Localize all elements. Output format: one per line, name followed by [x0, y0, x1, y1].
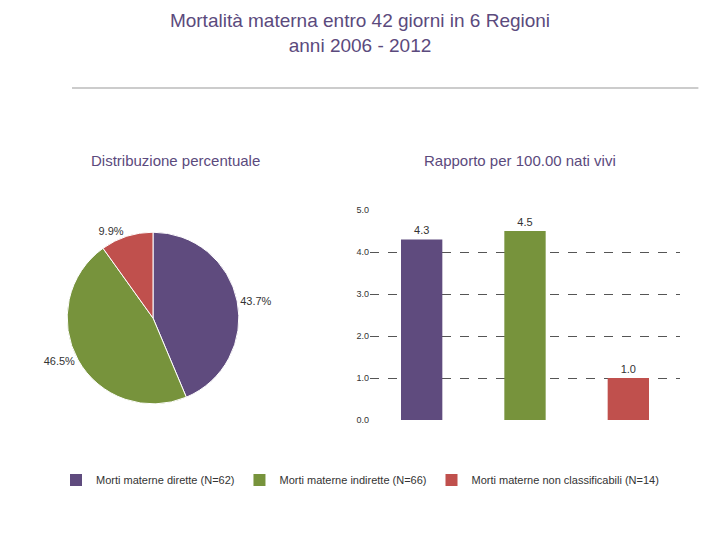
svg-text:1.0: 1.0 — [621, 363, 636, 375]
svg-text:Mortalità materna entro 42 gio: Mortalità materna entro 42 giorni in 6 R… — [170, 10, 550, 56]
svg-text:5.0: 5.0 — [356, 205, 369, 215]
svg-text:Morti materne non classificabi: Morti materne non classificabili (N=14) — [472, 474, 659, 486]
svg-text:1.0: 1.0 — [356, 373, 369, 383]
svg-text:3.0: 3.0 — [356, 289, 369, 299]
svg-text:46.5%: 46.5% — [44, 355, 75, 367]
svg-text:Rapporto per 100.00 nati vivi: Rapporto per 100.00 nati vivi — [424, 152, 616, 169]
svg-text:43.7%: 43.7% — [240, 295, 271, 307]
svg-text:Morti materne dirette (N=62): Morti materne dirette (N=62) — [96, 474, 234, 486]
svg-text:0.0: 0.0 — [356, 415, 369, 425]
svg-text:4.5: 4.5 — [517, 216, 532, 228]
svg-text:9.9%: 9.9% — [98, 225, 123, 237]
svg-text:2.0: 2.0 — [356, 331, 369, 341]
svg-text:Distribuzione percentuale: Distribuzione percentuale — [91, 152, 260, 169]
svg-text:4.0: 4.0 — [356, 247, 369, 257]
svg-text:Morti materne indirette (N=66): Morti materne indirette (N=66) — [279, 474, 426, 486]
svg-text:4.3: 4.3 — [414, 224, 429, 236]
